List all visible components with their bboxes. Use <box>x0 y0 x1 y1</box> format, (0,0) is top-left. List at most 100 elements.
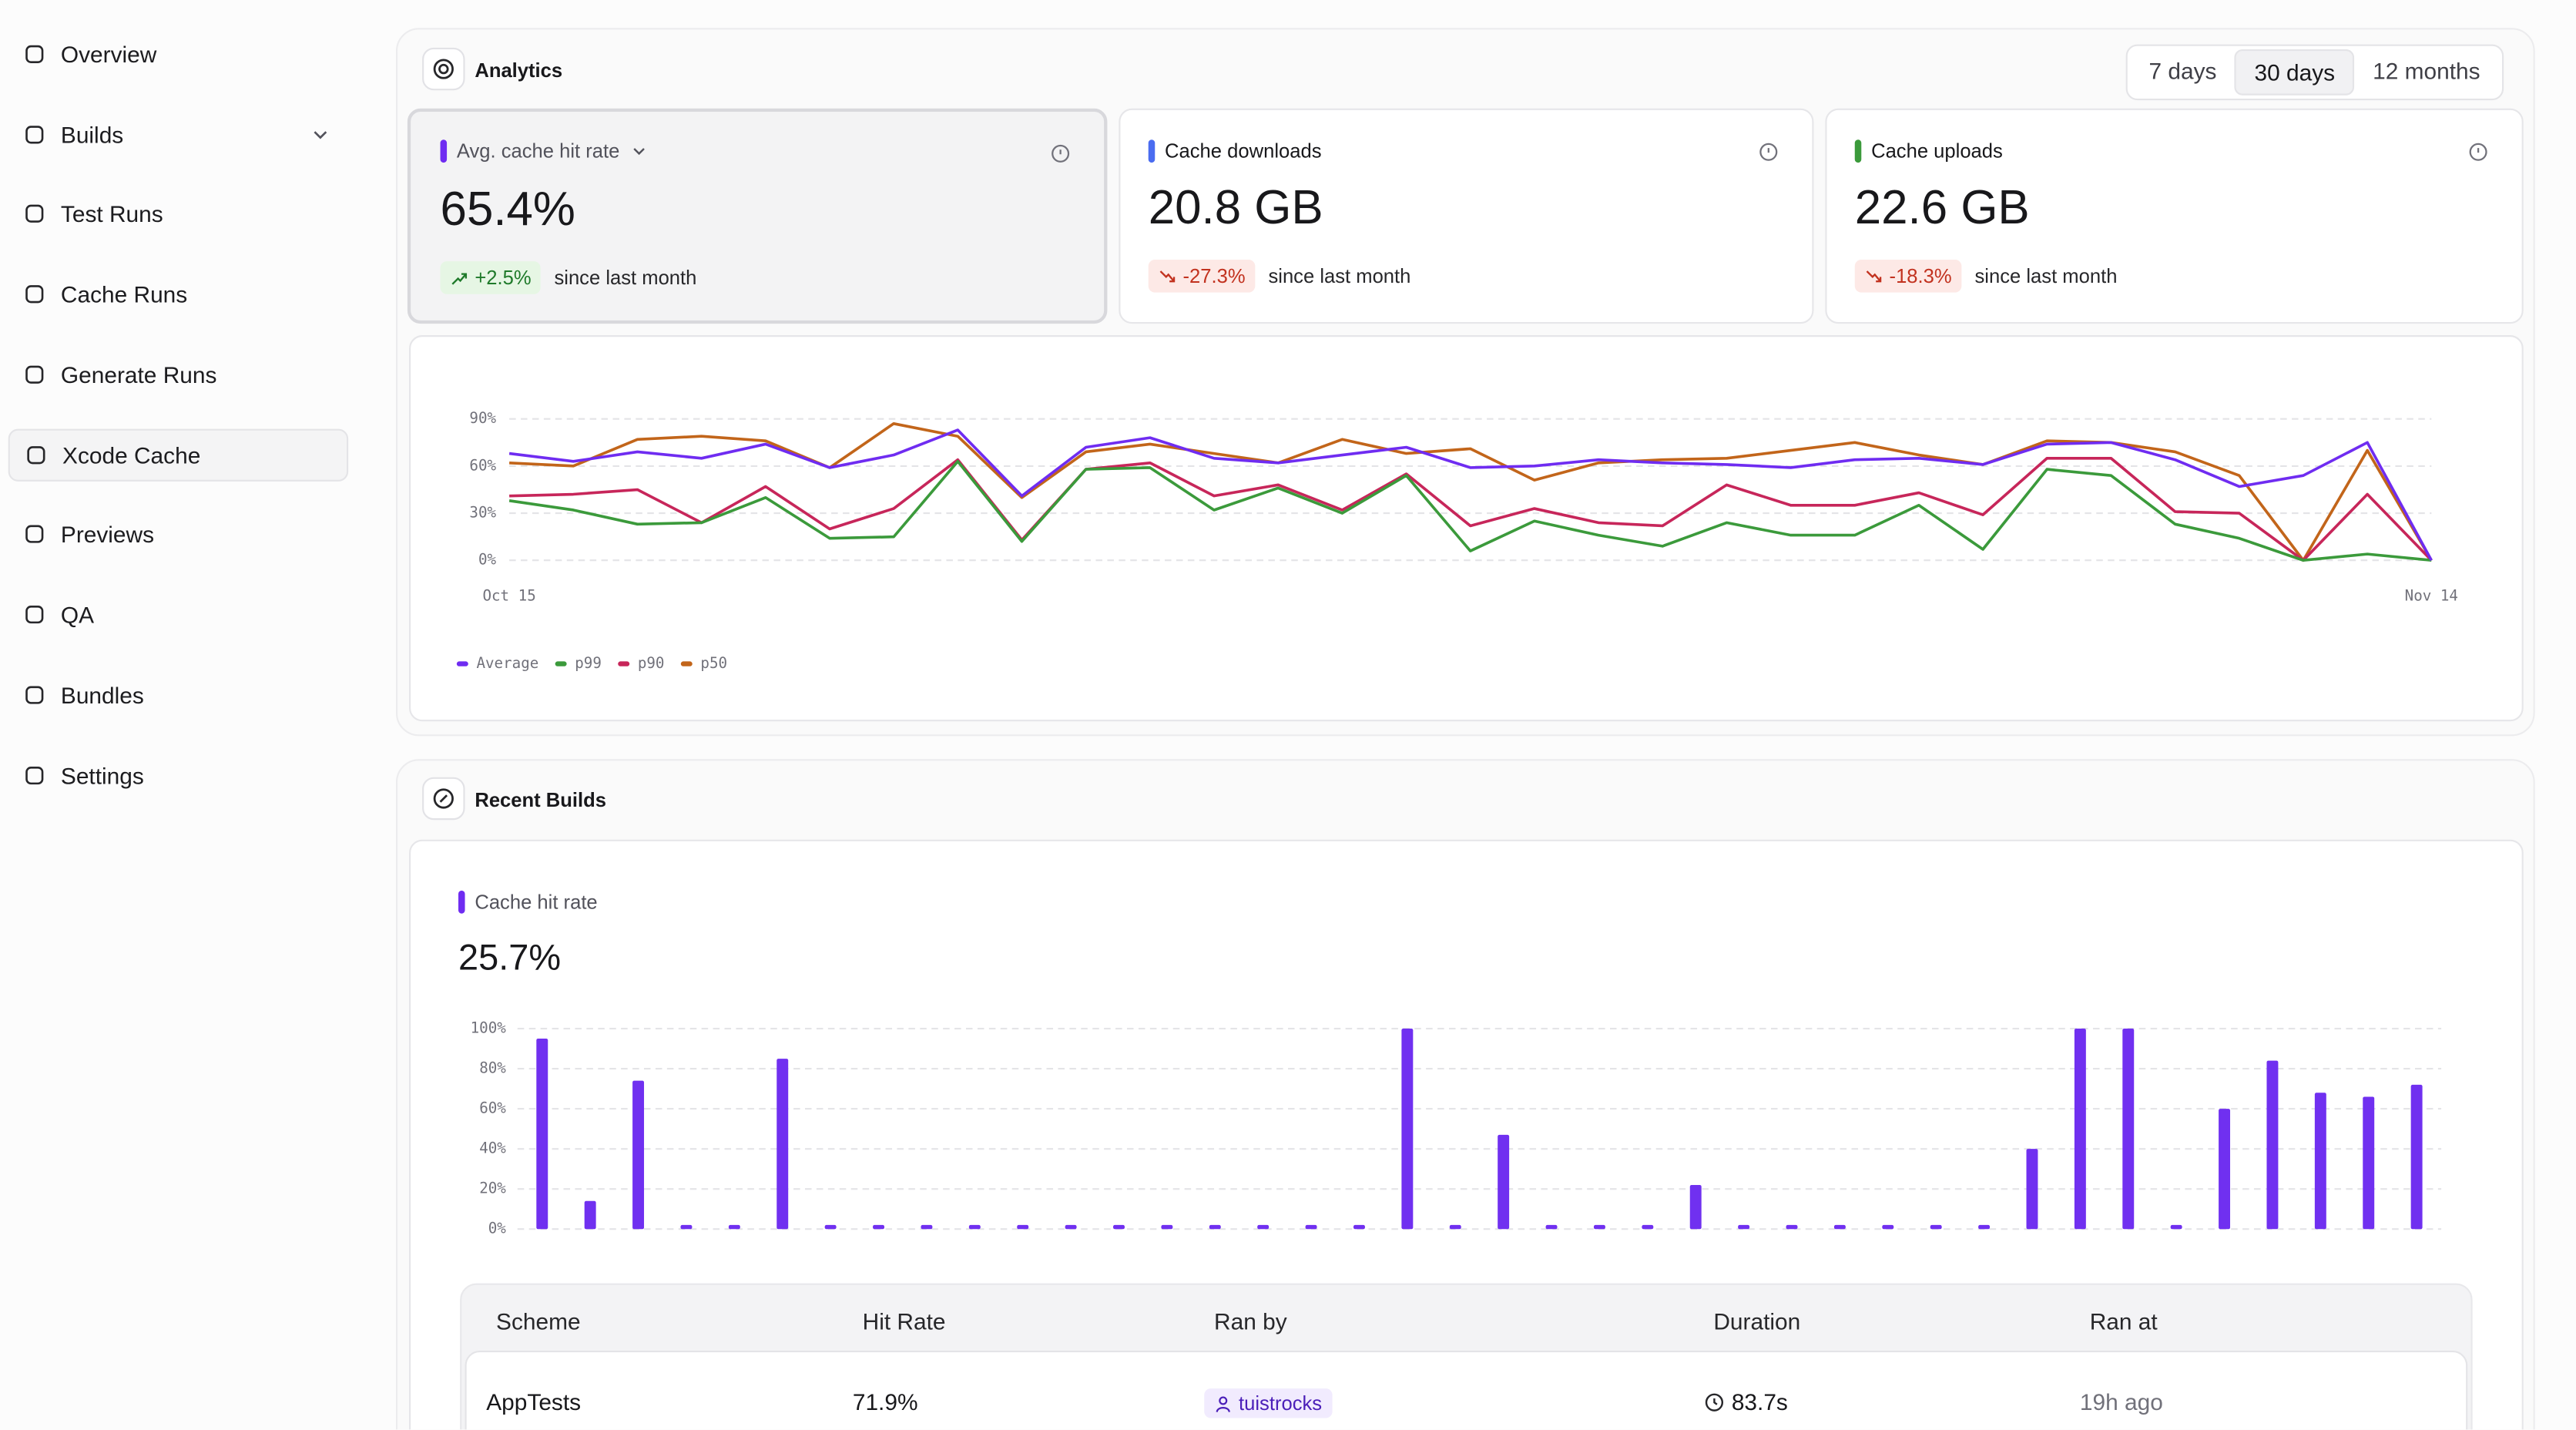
cell-text: tuistrocks <box>1239 1391 1323 1415</box>
bar <box>2266 1060 2279 1230</box>
nav-label: Cache Runs <box>60 280 188 307</box>
analytics-icon <box>422 47 465 91</box>
legend-label: p50 <box>700 654 727 672</box>
icon <box>451 272 468 284</box>
table-cell: 19h ago <box>2080 1388 2163 1415</box>
change-value: +2.5% <box>475 266 532 290</box>
table-cell: AppTests <box>486 1388 581 1415</box>
nav-item[interactable]: Previews <box>8 508 348 560</box>
builds-table: Scheme Hit Rate Ran by Duration Ran at AppTe… <box>460 1283 2473 1430</box>
card-label: Cache downloads <box>1148 139 1322 163</box>
change-badge: +2.5% <box>440 261 542 294</box>
y-tick-label: 90% <box>469 409 496 427</box>
icon <box>25 525 44 543</box>
line-chart-card <box>409 335 2524 722</box>
icon <box>27 446 45 465</box>
metric-card[interactable]: Cache uploads 22.6 GB -18.3% since last mon… <box>1825 108 2524 324</box>
y-tick-label: 40% <box>479 1140 506 1157</box>
period-option[interactable]: 12 months <box>2373 57 2480 84</box>
period-option[interactable]: 7 days <box>2148 57 2217 84</box>
icon <box>25 686 44 704</box>
icon <box>25 365 44 384</box>
icon <box>1705 1392 1724 1411</box>
change-note: since last month <box>1974 264 2118 288</box>
change-badge: -18.3% <box>1854 259 1962 293</box>
legend-swatch <box>618 661 630 666</box>
cell-text: 71.9% <box>852 1388 918 1415</box>
nav-label: QA <box>60 601 95 628</box>
y-tick-label: 100% <box>471 1019 507 1037</box>
nav-item[interactable]: Settings <box>8 749 348 801</box>
y-tick-label: 80% <box>479 1059 506 1077</box>
bar <box>1257 1224 1270 1230</box>
y-tick-label: 60% <box>479 1099 506 1117</box>
nav-item[interactable]: Xcode Cache <box>8 428 349 482</box>
nav-item[interactable]: Generate Runs <box>8 348 348 401</box>
metric-label: Cache hit rate <box>458 890 598 914</box>
icon <box>25 45 44 63</box>
legend-label: p90 <box>638 654 665 672</box>
y-tick-label: 20% <box>479 1180 506 1197</box>
nav-item[interactable]: Overview <box>8 28 348 80</box>
bar <box>1545 1224 1558 1230</box>
y-tick-label: 0% <box>488 1220 507 1237</box>
user-chip[interactable]: tuistrocks <box>1204 1388 1332 1418</box>
bar <box>2363 1096 2375 1230</box>
icon <box>1866 270 1882 282</box>
metric-swatch <box>458 890 465 914</box>
bar <box>1017 1224 1029 1230</box>
bar <box>968 1224 981 1230</box>
nav-label: Xcode Cache <box>62 441 201 468</box>
metric-card[interactable]: Cache downloads 20.8 GB -27.3% since last m… <box>1119 108 1814 324</box>
sidebar: Overview Builds Test Runs Cache Runs Generat… <box>0 0 370 1429</box>
change-badge: -27.3% <box>1148 259 1256 293</box>
card-change-row: -18.3% since last month <box>1854 259 2118 293</box>
bar <box>632 1080 645 1230</box>
bar <box>1689 1184 1702 1230</box>
bar <box>873 1224 884 1230</box>
nav-item[interactable]: Test Runs <box>8 187 348 240</box>
metric-card[interactable]: Avg. cache hit rate 65.4% +2.5% since last … <box>407 108 1108 324</box>
legend-swatch <box>555 661 567 666</box>
icon <box>433 59 454 79</box>
legend-label: p99 <box>575 654 602 672</box>
nav-item[interactable]: Cache Runs <box>8 268 348 321</box>
legend-label: Average <box>476 654 538 672</box>
icon <box>1052 144 1070 163</box>
x-tick-label: Oct 15 <box>482 587 535 605</box>
bar <box>1498 1134 1510 1230</box>
card-change-row: +2.5% since last month <box>440 261 696 294</box>
change-note: since last month <box>1268 264 1411 288</box>
bar <box>2219 1109 2231 1230</box>
icon <box>314 131 327 139</box>
bar <box>1738 1224 1750 1230</box>
period-option[interactable]: 30 days <box>2234 49 2355 96</box>
card-swatch <box>1854 139 1862 163</box>
section-title: Recent Builds <box>475 788 606 812</box>
bar <box>776 1059 789 1230</box>
card-value: 20.8 GB <box>1148 182 1323 235</box>
x-tick-label: Nov 14 <box>2405 587 2458 605</box>
period-selector: 7 days 30 days 12 months <box>2125 44 2504 101</box>
line-series <box>508 460 2432 562</box>
legend-swatch <box>456 661 468 666</box>
bar <box>2410 1084 2423 1230</box>
bar <box>728 1224 740 1230</box>
bar <box>584 1200 596 1230</box>
card-label-text: Cache downloads <box>1165 139 1322 163</box>
nav-item[interactable]: Builds <box>8 109 348 161</box>
icon <box>433 788 454 809</box>
y-tick-label: 60% <box>469 456 496 474</box>
change-value: -27.3% <box>1182 264 1246 288</box>
bar <box>1401 1029 1414 1230</box>
bar <box>1449 1224 1461 1230</box>
nav-item[interactable]: Bundles <box>8 669 348 721</box>
nav-item[interactable]: QA <box>8 588 348 640</box>
y-tick-label: 0% <box>478 551 497 569</box>
column-header: Ran at <box>2089 1307 2158 1334</box>
table-body: AppTests 71.9% tuistrocks 83.7s 19h ago <box>465 1351 2468 1430</box>
